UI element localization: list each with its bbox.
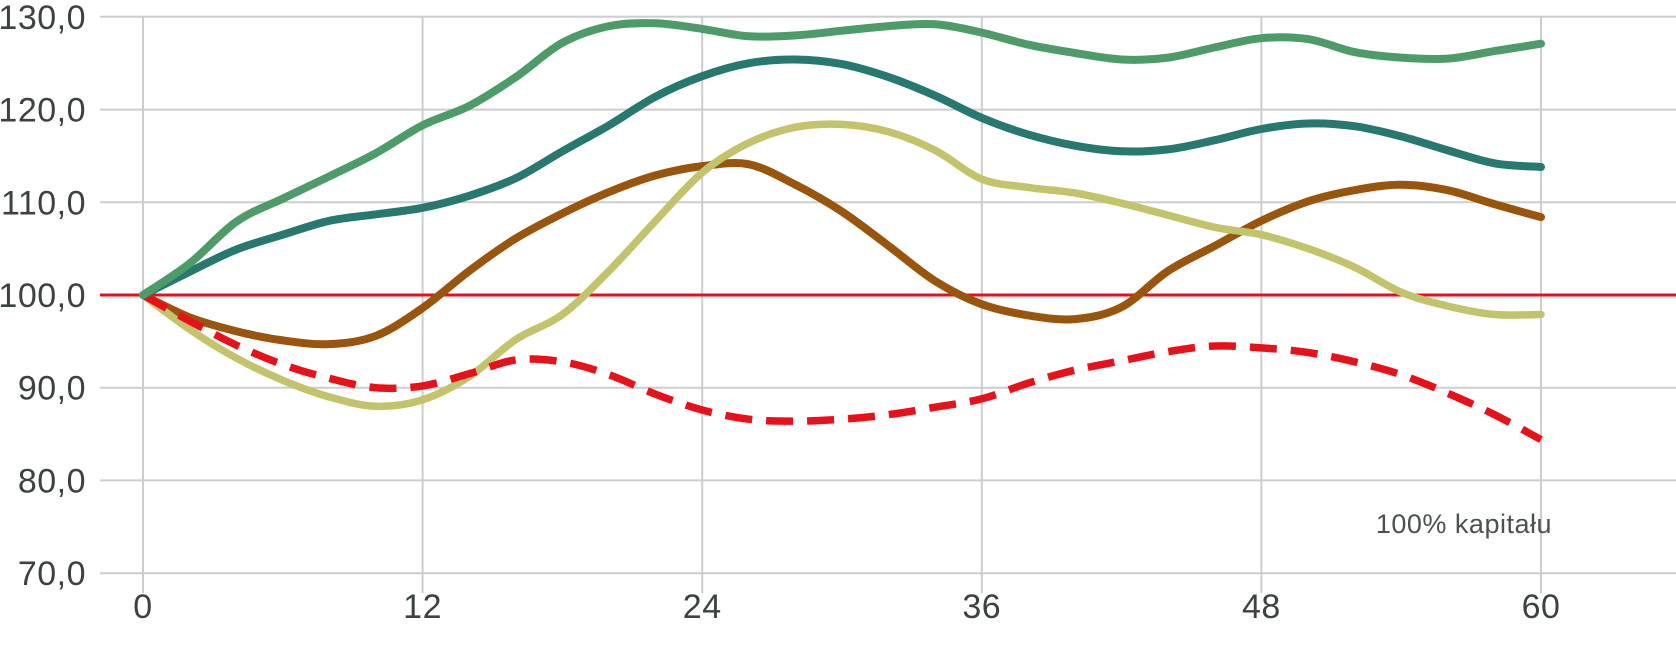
y-tick-label: 130,0 bbox=[0, 0, 86, 37]
x-tick-label: 12 bbox=[403, 588, 442, 626]
olive-line bbox=[139, 120, 1545, 411]
y-tick-label: 100,0 bbox=[0, 277, 86, 315]
x-tick-label: 36 bbox=[962, 588, 1001, 626]
y-tick-label: 70,0 bbox=[18, 555, 86, 593]
x-tick-label: 60 bbox=[1522, 588, 1561, 626]
reference-line-label: 100% kapitału bbox=[1376, 509, 1552, 539]
y-tick-label: 90,0 bbox=[18, 370, 86, 408]
brown-line bbox=[139, 159, 1545, 349]
y-axis-tick-labels: 130,0 120,0 110,0 100,0 90,0 80,0 70,0 bbox=[0, 0, 86, 593]
x-tick-label: 24 bbox=[683, 588, 722, 626]
x-tick-label: 0 bbox=[133, 588, 152, 626]
y-tick-label: 120,0 bbox=[0, 92, 86, 130]
teal-line bbox=[139, 55, 1545, 299]
series-lines bbox=[139, 19, 1545, 443]
y-tick-label: 80,0 bbox=[18, 462, 86, 500]
red-dashed-line bbox=[141, 291, 1543, 443]
x-tick-label: 48 bbox=[1242, 588, 1281, 626]
green-line bbox=[139, 19, 1545, 299]
y-tick-label: 110,0 bbox=[1, 184, 86, 222]
gridlines bbox=[100, 15, 1676, 593]
x-axis-tick-labels: 0 12 24 36 48 60 bbox=[133, 588, 1560, 626]
